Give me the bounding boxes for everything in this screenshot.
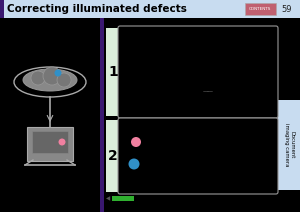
Circle shape [128, 159, 140, 170]
Ellipse shape [23, 69, 77, 91]
FancyBboxPatch shape [278, 100, 300, 190]
FancyBboxPatch shape [32, 131, 68, 153]
Circle shape [57, 73, 71, 87]
Text: ——: —— [202, 89, 214, 94]
FancyBboxPatch shape [118, 26, 278, 118]
FancyBboxPatch shape [106, 28, 120, 116]
Circle shape [43, 67, 61, 85]
Circle shape [58, 138, 65, 145]
FancyBboxPatch shape [112, 196, 134, 201]
Circle shape [31, 71, 45, 85]
Text: CONTENTS: CONTENTS [249, 7, 271, 11]
FancyBboxPatch shape [106, 120, 120, 192]
Text: Document
imaging camera: Document imaging camera [284, 123, 294, 167]
FancyBboxPatch shape [100, 18, 104, 212]
FancyBboxPatch shape [0, 0, 300, 18]
Circle shape [55, 70, 62, 77]
Text: ◀: ◀ [106, 197, 110, 201]
Circle shape [131, 137, 141, 147]
FancyBboxPatch shape [118, 118, 278, 194]
FancyBboxPatch shape [0, 0, 4, 18]
Text: Correcting illuminated defects: Correcting illuminated defects [7, 4, 187, 14]
Text: 2: 2 [108, 149, 118, 163]
FancyBboxPatch shape [244, 3, 275, 14]
FancyBboxPatch shape [27, 127, 73, 161]
Text: 1: 1 [108, 65, 118, 79]
Text: 59: 59 [282, 4, 292, 14]
